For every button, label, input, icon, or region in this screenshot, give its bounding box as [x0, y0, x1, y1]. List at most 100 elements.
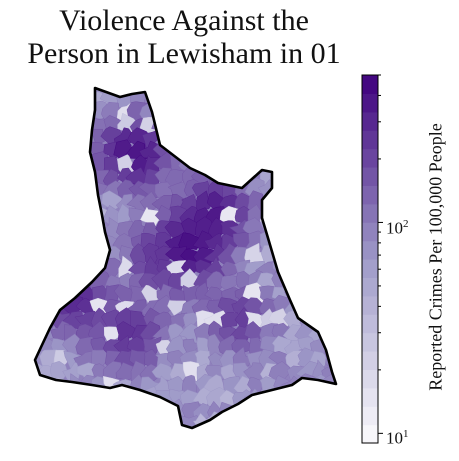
ward-polygon	[324, 255, 336, 279]
tick-base: 10	[386, 428, 403, 448]
ward-polygon	[297, 284, 317, 308]
ward-polygon	[167, 300, 188, 316]
ward-polygon	[338, 246, 351, 264]
ward-polygon	[235, 112, 251, 135]
tick-exponent: 1	[403, 428, 409, 440]
ward-polygon	[284, 140, 305, 165]
ward-polygon	[219, 88, 243, 94]
ward-polygon	[220, 127, 242, 151]
ward-polygon	[35, 427, 46, 428]
ward-polygon	[232, 126, 252, 149]
ward-polygon	[143, 415, 163, 428]
ward-polygon	[285, 118, 306, 135]
colorbar-tick-label-10: 101	[386, 428, 409, 449]
ward-polygon	[339, 389, 351, 408]
ward-polygon	[181, 374, 197, 396]
ward-polygon	[309, 142, 332, 161]
ward-polygon	[38, 229, 57, 251]
ward-polygon	[117, 88, 134, 95]
ward-polygon	[287, 219, 304, 239]
ward-polygon	[334, 206, 336, 224]
ward-polygon	[206, 141, 227, 162]
ward-polygon	[60, 425, 86, 428]
colorbar-tick-label-100: 102	[386, 218, 409, 239]
ward-polygon	[35, 299, 58, 320]
ward-polygon	[324, 426, 336, 428]
ward-polygon	[139, 191, 165, 213]
ward-polygon	[324, 272, 336, 292]
ward-polygon	[196, 190, 212, 213]
ward-polygon	[128, 416, 148, 428]
ward-polygon	[37, 125, 57, 149]
ward-polygon	[311, 243, 332, 268]
ward-polygon	[333, 129, 336, 147]
colorbar-step	[362, 148, 378, 168]
ward-polygon	[229, 105, 256, 123]
ward-polygon	[116, 427, 134, 428]
ward-polygon	[152, 324, 174, 345]
ward-polygon	[204, 427, 226, 428]
ward-polygon	[272, 399, 289, 421]
ward-polygon	[284, 181, 303, 201]
ward-polygon	[324, 411, 336, 428]
ward-polygon	[65, 273, 82, 294]
ward-polygon	[35, 413, 45, 428]
ward-polygon	[333, 403, 336, 425]
ward-polygon	[89, 128, 114, 146]
ward-polygon	[115, 392, 139, 409]
ward-polygon	[255, 129, 280, 148]
ward-polygon	[51, 425, 72, 428]
ward-polygon	[247, 139, 267, 161]
ward-polygon	[61, 105, 85, 124]
ward-polygon	[40, 246, 56, 269]
ward-polygon	[116, 203, 136, 228]
ward-polygon	[334, 350, 336, 370]
ward-polygon	[142, 336, 162, 356]
ward-polygon	[35, 426, 60, 428]
choropleth-map	[33, 86, 351, 448]
ward-polygon	[285, 243, 305, 268]
colorbar-steps	[362, 75, 378, 444]
ward-polygon	[35, 269, 58, 294]
ward-polygon	[242, 402, 266, 424]
ward-polygon	[178, 128, 204, 149]
map-title: Violence Against the Person in Lewisham …	[0, 4, 368, 70]
ward-polygon	[256, 143, 276, 165]
ward-polygon	[323, 88, 336, 110]
ward-polygon	[181, 102, 204, 125]
ward-polygon	[168, 88, 185, 95]
ward-polygon	[322, 126, 336, 148]
ward-polygon	[296, 88, 316, 100]
ward-polygon	[35, 256, 44, 281]
ward-polygon	[268, 88, 292, 110]
ward-polygon	[141, 402, 162, 425]
ward-polygon	[299, 114, 321, 136]
ward-polygon	[296, 219, 315, 241]
ward-polygon	[78, 230, 97, 250]
ward-polygon	[190, 88, 216, 109]
colorbar-step	[362, 277, 378, 297]
colorbar-step	[362, 295, 378, 315]
ward-polygon	[101, 425, 120, 428]
ward-polygon	[320, 222, 336, 241]
ward-polygon	[233, 429, 250, 448]
ward-polygon	[35, 128, 46, 150]
ward-polygon	[48, 390, 73, 408]
ward-polygon	[310, 165, 330, 191]
ward-polygon	[50, 247, 71, 268]
tick-base: 10	[386, 218, 403, 238]
ward-polygon	[337, 142, 350, 160]
ward-polygon	[229, 90, 254, 108]
ward-polygon	[74, 90, 96, 110]
ward-polygon	[219, 153, 239, 172]
ward-polygon	[194, 99, 214, 125]
ward-polygon	[155, 414, 174, 428]
ward-polygon	[35, 413, 58, 428]
ward-polygon	[125, 425, 148, 428]
ward-polygon	[297, 299, 320, 316]
colorbar-step	[362, 75, 378, 94]
ward-polygon	[35, 167, 46, 185]
ward-polygon	[339, 113, 350, 135]
ward-polygon	[323, 167, 336, 191]
ward-polygon	[66, 236, 87, 254]
